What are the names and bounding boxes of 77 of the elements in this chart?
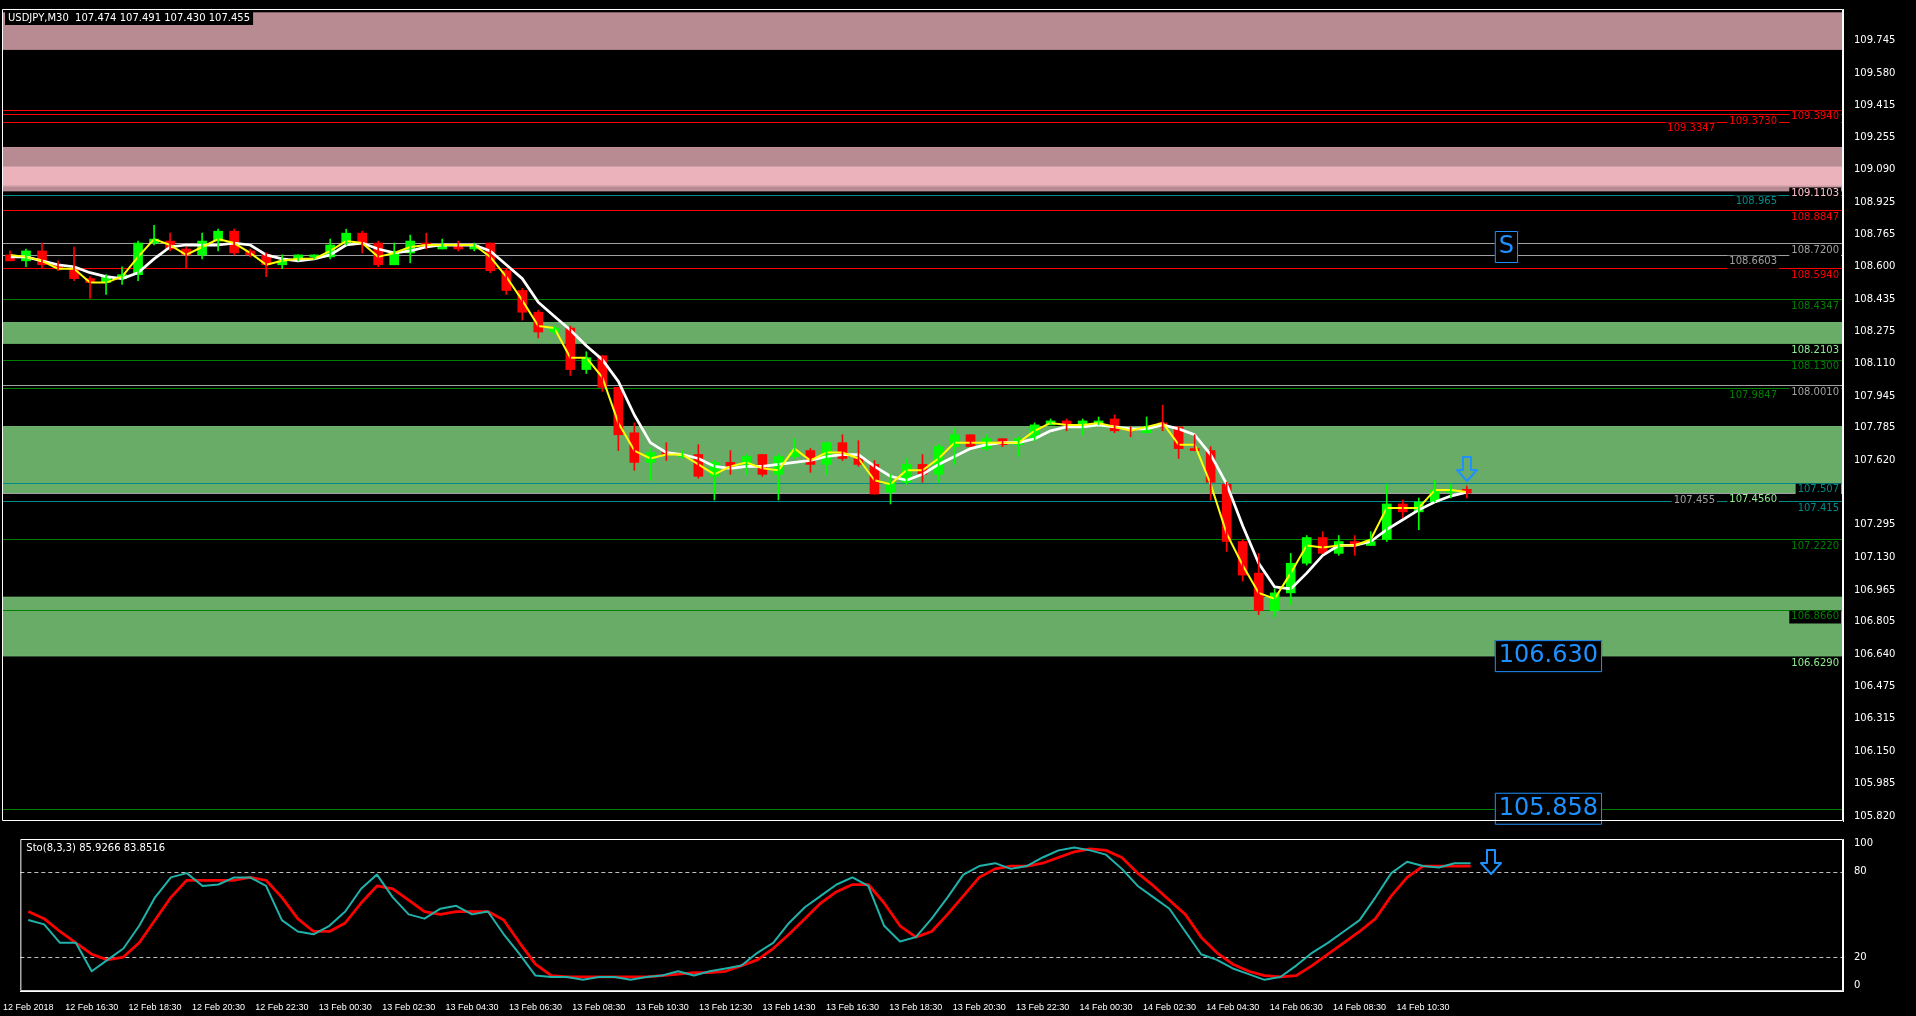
x-tick-label: 13 Feb 04:30 [445, 1002, 499, 1013]
annotation: 106.630 [1498, 640, 1599, 669]
ref-line-label: 108.4347 [1791, 300, 1839, 312]
y-tick-label: 109.580 [1854, 66, 1896, 78]
ref-line-label: 109.3940 [1791, 110, 1839, 122]
y-tick-label: 108.765 [1854, 227, 1896, 239]
x-tick-label: 13 Feb 10:30 [635, 1002, 689, 1013]
x-tick-label: 14 Feb 08:30 [1333, 1002, 1387, 1013]
y-tick-label: 80 [1854, 865, 1867, 877]
x-tick-label: 13 Feb 00:30 [318, 1002, 372, 1013]
x-tick-label: 13 Feb 08:30 [572, 1002, 626, 1013]
band-label: 109.1103 [1791, 187, 1839, 199]
chart-title: USDJPY,M30 107.474 107.491 107.430 107.455 [8, 11, 251, 23]
x-tick-label: 14 Feb 04:30 [1206, 1002, 1260, 1013]
y-tick-label: 106.965 [1854, 583, 1896, 595]
y-tick-label: 105.985 [1854, 777, 1896, 789]
y-tick-label: 0 [1854, 979, 1861, 991]
y-tick-label: 107.945 [1854, 389, 1896, 401]
ref-line-label: 108.0010 [1791, 385, 1839, 397]
ref-line-label: 108.5940 [1791, 268, 1839, 280]
y-tick-label: 109.090 [1854, 163, 1896, 175]
ref-line-label: 108.6603 [1729, 255, 1777, 267]
x-tick-label: 13 Feb 12:30 [699, 1002, 753, 1013]
y-tick-label: 106.640 [1854, 647, 1896, 659]
x-tick-label: 14 Feb 10:30 [1396, 1002, 1450, 1013]
y-tick-label: 107.620 [1854, 454, 1896, 466]
y-tick-label: 106.805 [1854, 615, 1896, 627]
x-tick-label: 14 Feb 02:30 [1142, 1002, 1196, 1013]
band-label: 107.4560 [1729, 493, 1777, 505]
x-tick-label: 13 Feb 22:30 [1016, 1002, 1070, 1013]
x-tick-label: 13 Feb 02:30 [382, 1002, 436, 1013]
x-tick-label: 14 Feb 06:30 [1269, 1002, 1323, 1013]
ref-line-label: 108.1300 [1791, 360, 1839, 372]
x-tick-label: 12 Feb 20:30 [191, 1002, 245, 1013]
chart-title: Sto(8,3,3) 85.9266 83.8516 [26, 841, 166, 853]
x-tick-label: 13 Feb 14:30 [762, 1002, 816, 1013]
y-tick-label: 20 [1854, 950, 1867, 962]
ref-line-label: 109.3347 [1667, 122, 1715, 134]
x-tick-label: 13 Feb 16:30 [825, 1002, 879, 1013]
y-tick-label: 108.275 [1854, 324, 1896, 336]
x-tick-label: 14 Feb 00:30 [1079, 1002, 1133, 1013]
y-tick-label: 108.600 [1854, 260, 1896, 272]
ref-line-label: 107.9847 [1729, 388, 1777, 400]
y-tick-label: 100 [1854, 836, 1874, 848]
annotation: 105.858 [1498, 792, 1599, 821]
y-tick-label: 106.150 [1854, 744, 1896, 756]
ref-line-label: 106.8660 [1791, 610, 1839, 622]
y-tick-label: 106.315 [1854, 712, 1896, 724]
ref-line-label: 108.8847 [1791, 211, 1839, 223]
band-label: 108.2103 [1791, 344, 1839, 356]
y-tick-label: 107.785 [1854, 421, 1896, 433]
x-tick-label: 12 Feb 18:30 [128, 1002, 182, 1013]
ref-line-label: 108.7200 [1791, 243, 1839, 255]
ref-line-label: 107.2220 [1791, 539, 1839, 551]
y-tick-label: 109.745 [1854, 34, 1896, 46]
y-tick-label: 108.110 [1854, 357, 1896, 369]
y-tick-label: 108.435 [1854, 292, 1896, 304]
ref-line-label: 108.965 [1735, 195, 1777, 207]
x-tick-label: 12 Feb 16:30 [65, 1002, 119, 1013]
y-tick-label: 107.295 [1854, 518, 1896, 530]
ref-line-label: 109.3730 [1729, 114, 1777, 126]
annotation: S [1498, 231, 1515, 260]
x-tick-label: 13 Feb 06:30 [508, 1002, 562, 1013]
ref-line-label: 107.415 [1797, 501, 1839, 513]
band-label: 106.6290 [1791, 656, 1839, 668]
x-tick-label: 12 Feb 2018 [3, 1002, 54, 1013]
y-tick-label: 105.820 [1854, 809, 1896, 821]
x-tick-label: 12 Feb 22:30 [255, 1002, 309, 1013]
y-tick-label: 108.925 [1854, 196, 1896, 208]
ref-line-label: 107.507 [1797, 483, 1839, 495]
x-tick-label: 13 Feb 20:30 [952, 1002, 1006, 1013]
y-tick-label: 109.255 [1854, 130, 1896, 142]
y-tick-label: 107.130 [1854, 550, 1896, 562]
y-tick-label: 109.415 [1854, 99, 1896, 111]
y-tick-label: 106.475 [1854, 680, 1896, 692]
x-tick-label: 13 Feb 18:30 [889, 1002, 943, 1013]
ref-line-label: 107.455 [1673, 493, 1715, 505]
